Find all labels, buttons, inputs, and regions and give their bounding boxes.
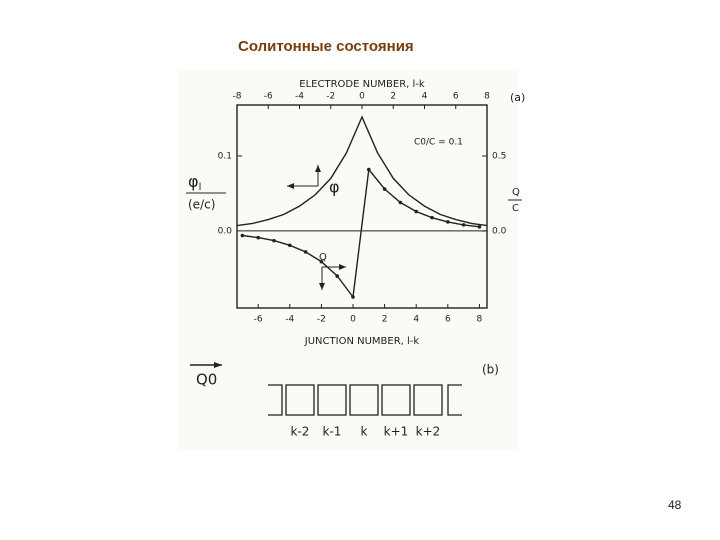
x-tick-label: 4	[422, 92, 428, 102]
cell-label: k-2	[291, 425, 310, 439]
y-label-sub: l	[199, 182, 202, 193]
arrowhead	[287, 183, 294, 189]
x-tick-label: 8	[484, 92, 490, 102]
y-tick-label: 0.0	[218, 226, 233, 236]
x-tick-label: 6	[445, 315, 451, 325]
x-tick-label: -8	[233, 92, 242, 102]
x-tick-label: -6	[264, 92, 273, 102]
phi-curve	[236, 115, 488, 227]
phi-label: φ	[329, 178, 340, 197]
x-tick-label: -4	[285, 315, 294, 325]
arrowhead	[315, 165, 321, 172]
x-tick-label: 2	[390, 92, 396, 102]
cell-label: k+1	[384, 425, 409, 439]
q-point	[256, 235, 260, 240]
q-label: Q	[319, 252, 327, 263]
arrowhead	[339, 264, 346, 270]
cell-labels: k-2 k-1 k k+1 k+2	[291, 425, 441, 439]
ratio-label: C0/C = 0.1	[414, 138, 463, 148]
top-axis-label: ELECTRODE NUMBER, l-k	[299, 79, 425, 90]
x-tick-label: -2	[317, 315, 326, 325]
charge-label: Q0	[196, 371, 217, 389]
cell	[317, 384, 347, 416]
cell-label: k	[361, 425, 368, 439]
q-point	[461, 223, 466, 227]
cell	[381, 384, 411, 416]
y-label: φl	[188, 172, 201, 194]
cell	[285, 384, 315, 416]
x-tick-label: 0	[359, 92, 365, 102]
q-point	[430, 215, 434, 220]
y2-label-numerator: Q	[512, 187, 520, 198]
y-tick-label: 0.1	[218, 151, 232, 161]
x-tick-label: -4	[295, 92, 304, 102]
q-point	[398, 200, 403, 205]
cell	[413, 384, 443, 416]
panel-label: (a)	[510, 91, 525, 104]
q-point	[446, 220, 450, 224]
q-curve	[242, 167, 480, 299]
y2-label-denominator: C	[512, 203, 519, 214]
panel-label: (b)	[482, 363, 499, 377]
y-label-denominator: (e/c)	[188, 198, 215, 212]
page-number: 48	[668, 498, 682, 512]
q-point	[366, 167, 371, 172]
bottom-axis-label: JUNCTION NUMBER, l-k	[304, 336, 420, 347]
q-point	[272, 238, 276, 243]
q-point	[335, 274, 339, 278]
q-point	[477, 225, 482, 229]
q-point	[414, 209, 419, 214]
x-tick-label: -2	[326, 92, 335, 102]
cell-row	[268, 384, 462, 416]
arrowhead	[214, 362, 222, 368]
cell-edge	[268, 384, 462, 416]
x-tick-label: 2	[382, 315, 388, 325]
q-point	[351, 295, 355, 299]
plot: -8 -6 -4 -2 0 2 4 6 8 -6 -4 -2 0 2 4 6 8 0.0 0.1 0.0 0.5	[218, 92, 507, 325]
q-point	[240, 233, 245, 238]
slide-title: Солитонные состояния	[238, 38, 414, 55]
q-point	[287, 243, 292, 248]
arrowhead	[319, 283, 325, 290]
q-point	[319, 259, 324, 264]
cell-label: k+2	[416, 425, 441, 439]
x-tick-label: -6	[254, 315, 263, 325]
cell	[349, 384, 379, 416]
q-point	[382, 187, 387, 191]
figure-paper	[178, 70, 518, 450]
cell-label: k-1	[323, 425, 342, 439]
x-tick-label: 0	[350, 315, 356, 325]
q-point	[303, 250, 308, 254]
y2-tick-label: 0.0	[492, 227, 507, 237]
x-tick-label: 8	[477, 315, 483, 325]
y2-tick-label: 0.5	[492, 152, 506, 162]
x-tick-label: 4	[413, 315, 419, 325]
y-label-symbol: φ	[188, 172, 199, 191]
x-tick-label: 6	[453, 92, 459, 102]
